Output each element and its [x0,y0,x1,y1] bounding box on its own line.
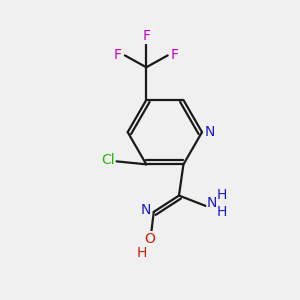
Text: H: H [136,246,147,260]
Text: Cl: Cl [101,153,115,167]
Text: F: F [142,29,150,44]
Text: O: O [144,232,155,246]
Text: F: F [113,48,122,62]
Text: F: F [171,48,179,62]
Text: H: H [217,205,227,219]
Text: N: N [207,196,217,210]
Text: N: N [204,125,214,139]
Text: N: N [141,203,152,217]
Text: H: H [217,188,227,202]
